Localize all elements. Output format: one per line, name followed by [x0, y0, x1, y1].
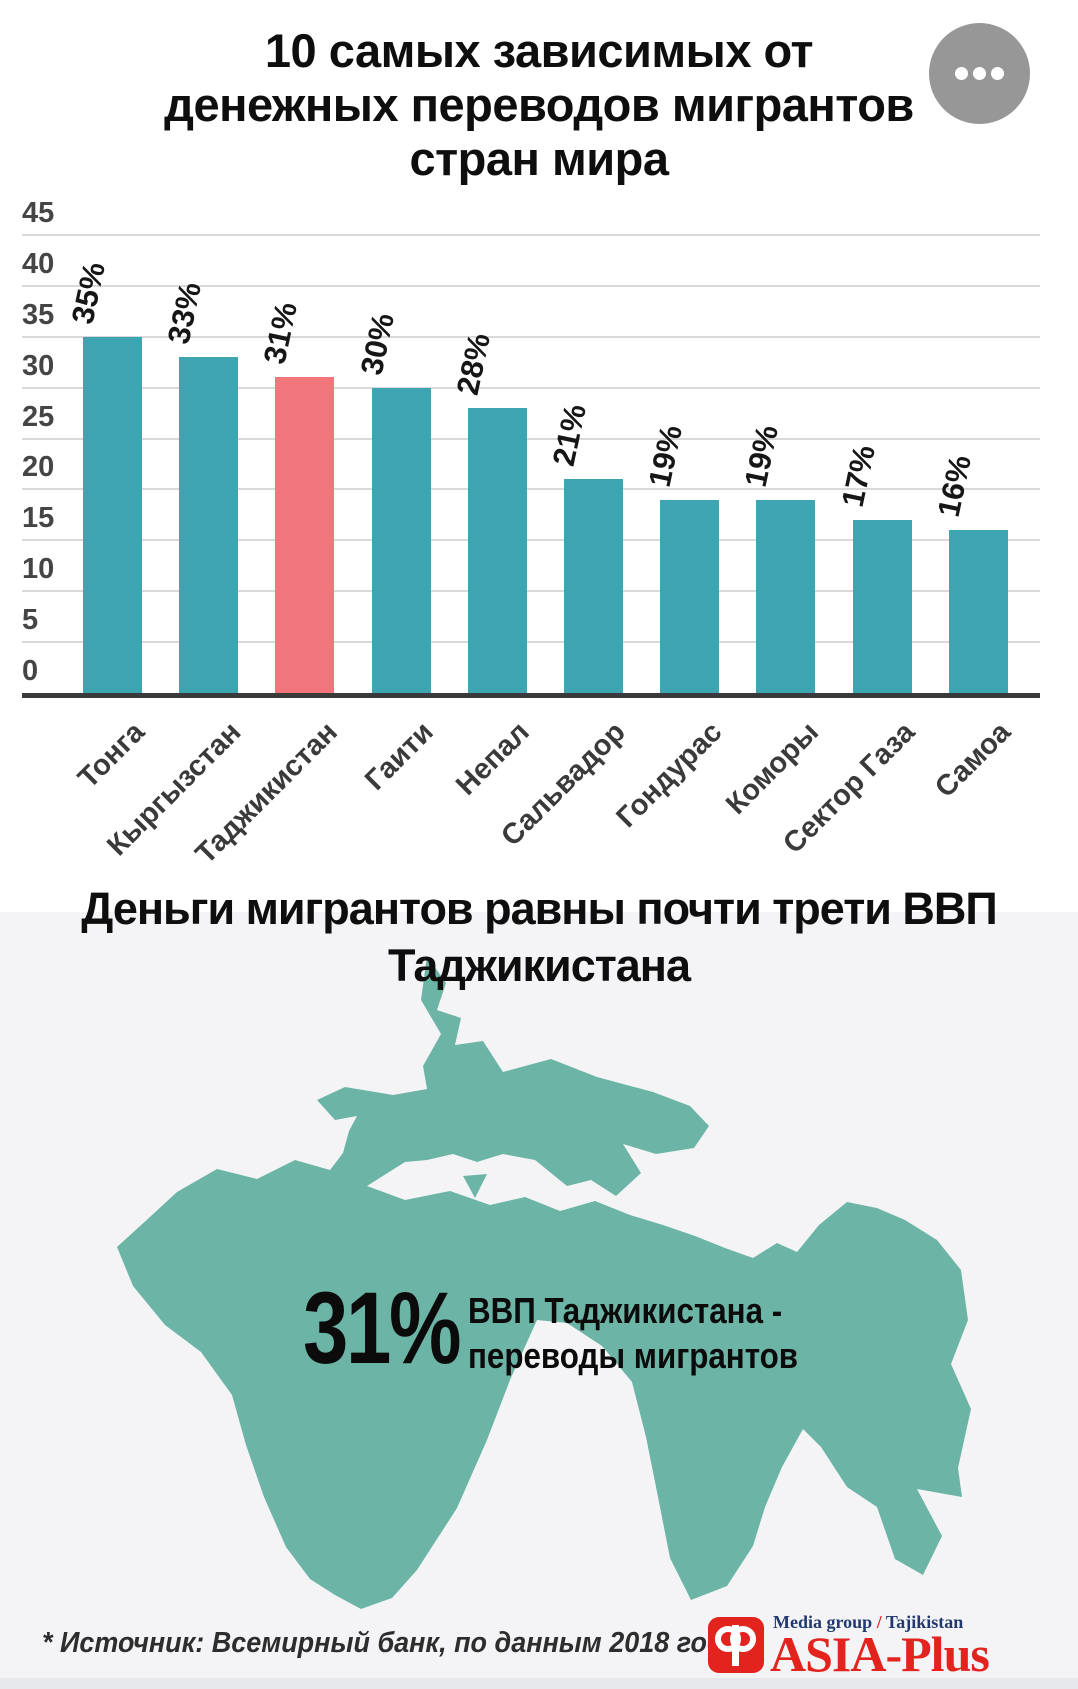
bar-value-label-Сальвадор: 21%	[545, 401, 593, 470]
y-tick-label-35: 35	[22, 298, 55, 331]
source-note: * Источник: Всемирный банк, по данным 20…	[42, 1627, 739, 1659]
bar-value-label-Гаити: 30%	[353, 309, 401, 378]
tajikistan-map-shape	[117, 956, 971, 1609]
bar-Гондурас	[660, 499, 720, 693]
more-options-button[interactable]	[929, 23, 1030, 124]
page-title-line-3: стран мира	[409, 132, 669, 185]
stat-label-line-1: ВВП Таджикистана -	[468, 1290, 783, 1331]
x-axis-label-Самоа: Самоа	[929, 716, 1017, 804]
page-title: 10 самых зависимых от денежных переводов…	[0, 24, 1078, 186]
logo-tagline-left: Media group	[773, 1612, 873, 1632]
bar-Гаити	[371, 387, 431, 693]
bar-value-label-Сектор Газа: 17%	[834, 442, 882, 510]
logo-tagline: Media group / Tajikistan	[773, 1612, 963, 1633]
logo-tagline-right: Tajikistan	[885, 1612, 964, 1632]
y-tick-label-30: 30	[22, 349, 55, 382]
bottom-edge-strip	[0, 1678, 1078, 1689]
page-title-line-1: 10 самых зависимых от	[264, 24, 814, 77]
logo-tagline-slash: /	[876, 1612, 882, 1632]
gridline-35	[22, 335, 1040, 338]
bar-Сектор Газа	[852, 519, 912, 693]
section-title-line-1: Деньги мигрантов равны почти трети ВВП	[81, 883, 998, 934]
bar-value-label-Самоа: 16%	[930, 452, 978, 521]
bar-value-label-Коморы: 19%	[738, 421, 786, 490]
bar-Самоа	[948, 530, 1008, 693]
y-tick-label-40: 40	[22, 247, 55, 280]
gridline-10	[22, 590, 1040, 593]
x-axis-label-Непал: Непал	[450, 716, 536, 802]
gridline-45	[22, 234, 1040, 236]
bar-Коморы	[756, 499, 816, 693]
gridline-25	[22, 437, 1040, 440]
bar-value-label-Тонга: 35%	[64, 258, 112, 327]
section-title-line-2: Таджикистана	[387, 940, 691, 991]
bar-Сальвадор	[564, 479, 623, 693]
y-tick-label-0: 0	[22, 655, 39, 687]
bar-Тонга	[83, 336, 142, 693]
tajikistan-map-fragment	[463, 1174, 487, 1198]
stat-value: 31%	[303, 1271, 462, 1385]
bar-Кыргызстан	[179, 357, 239, 693]
gridline-40	[22, 284, 1040, 287]
y-tick-label-15: 15	[22, 502, 55, 535]
y-tick-label-45: 45	[22, 197, 55, 229]
page-title-line-2: денежных переводов мигрантов	[164, 78, 914, 131]
x-axis-label-Тонга: Тонга	[72, 716, 152, 795]
tajikistan-map	[117, 956, 971, 1609]
gridline-30	[22, 386, 1040, 389]
gridline-20	[22, 488, 1040, 491]
x-axis-label-Гондурас: Гондурас	[610, 716, 729, 834]
y-tick-label-10: 10	[22, 553, 55, 586]
bar-chart: 0 5 10 15 20 25 30 35 40 45 35% Тонга 33% Кыргызстан 3…	[22, 197, 1040, 870]
asia-plus-logo-icon	[708, 1617, 764, 1673]
gridline-5	[22, 641, 1040, 644]
y-tick-label-25: 25	[22, 400, 55, 433]
ellipsis-icon	[955, 67, 1004, 80]
gridline-15	[22, 539, 1040, 542]
asia-plus-logo: Media group / Tajikistan ASIA-Plus	[707, 1612, 1027, 1682]
bar-Таджикистан	[275, 377, 335, 693]
logo-brand: ASIA-Plus	[770, 1626, 990, 1682]
section-title: Деньги мигрантов равны почти трети ВВП Т…	[0, 880, 1078, 994]
x-axis-label-Гаити: Гаити	[359, 716, 440, 797]
stat-label: ВВП Таджикистана - переводы мигрантов	[468, 1288, 798, 1378]
y-tick-label-20: 20	[22, 451, 55, 484]
bar-value-label-Гондурас: 19%	[641, 421, 690, 490]
x-axis-line	[22, 693, 1040, 698]
bar-Непал	[467, 408, 527, 693]
y-tick-label-5: 5	[22, 604, 39, 637]
bar-value-label-Таджикистан: 31%	[257, 299, 305, 368]
stat-label-line-2: переводы мигрантов	[468, 1335, 799, 1376]
